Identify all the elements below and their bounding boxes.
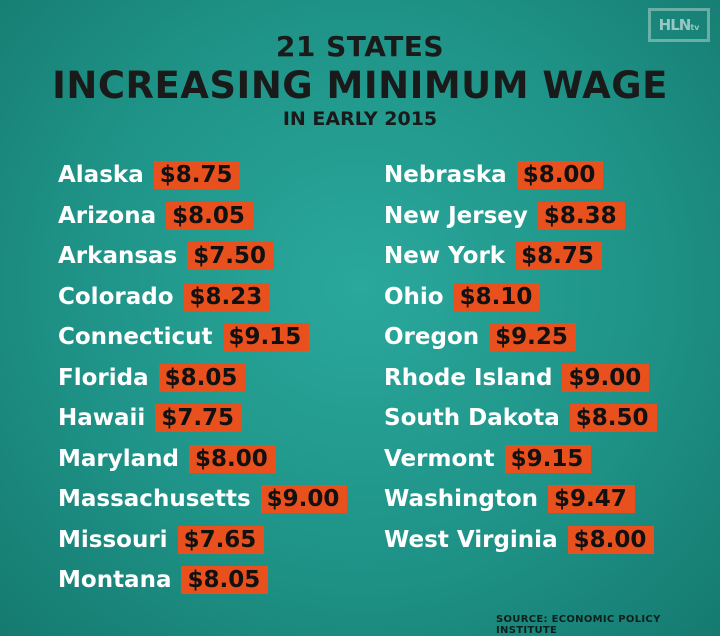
- wage-badge: $9.15: [222, 323, 310, 352]
- state-name: Alaska: [58, 162, 144, 189]
- state-row: Florida $8.05: [58, 358, 347, 399]
- state-row: West Virginia $8.00: [384, 520, 657, 561]
- wage-badge: $9.00: [562, 363, 650, 392]
- state-row: Alaska $8.75: [58, 155, 347, 196]
- state-row: Missouri $7.65: [58, 520, 347, 561]
- title-subtitle: IN EARLY 2015: [282, 108, 438, 130]
- wage-badge: $8.75: [515, 242, 602, 271]
- state-name: Missouri: [58, 526, 168, 553]
- wage-badge: $8.00: [189, 444, 276, 473]
- state-row: New York $8.75: [384, 236, 657, 277]
- state-row: Washington $9.47: [384, 479, 657, 520]
- state-row: Hawaii $7.75: [58, 398, 347, 439]
- state-name: Vermont: [384, 445, 495, 472]
- state-row: Nebraska $8.00: [384, 155, 657, 196]
- states-column-right: Nebraska $8.00 New Jersey $8.38 New York $8…: [384, 155, 657, 560]
- wage-badge: $8.05: [158, 363, 246, 392]
- state-name: Connecticut: [58, 324, 213, 351]
- wage-badge: $8.50: [569, 404, 657, 433]
- wage-badge: $8.38: [537, 201, 625, 230]
- state-name: Arizona: [58, 202, 157, 229]
- state-name: Oregon: [384, 324, 480, 351]
- state-name: Montana: [58, 567, 172, 594]
- wage-badge: $8.75: [153, 161, 241, 190]
- state-name: Ohio: [384, 283, 444, 310]
- state-name: Rhode Island: [384, 364, 553, 391]
- wage-badge: $9.47: [548, 485, 635, 514]
- state-row: Oregon $9.25: [384, 317, 657, 358]
- state-row: Vermont $9.15: [384, 439, 657, 480]
- state-name: New York: [384, 243, 506, 270]
- states-column-left: Alaska $8.75 Arizona $8.05 Arkansas $7.50 C…: [58, 155, 348, 601]
- logo-text: HLN: [658, 16, 692, 34]
- source-credit: SOURCE: ECONOMIC POLICY INSTITUTE: [496, 614, 661, 636]
- state-name: Colorado: [58, 283, 174, 310]
- wage-badge: $8.00: [567, 525, 655, 554]
- state-name: West Virginia: [384, 526, 558, 553]
- state-row: Colorado $8.23: [58, 277, 347, 318]
- wage-badge: $7.50: [187, 242, 274, 271]
- title-top: 21 STATES: [275, 30, 445, 63]
- wage-badge: $9.25: [489, 323, 576, 352]
- page-title: INCREASING MINIMUM WAGE: [52, 64, 668, 107]
- wage-badge: $8.23: [183, 282, 271, 311]
- wage-badge: $7.75: [155, 404, 243, 433]
- state-name: New Jersey: [384, 202, 528, 229]
- wage-badge: $8.05: [166, 201, 253, 230]
- state-name: Florida: [58, 364, 149, 391]
- state-name: Hawaii: [58, 405, 146, 432]
- wage-badge: $8.05: [181, 566, 269, 595]
- state-row: Rhode Island $9.00: [384, 358, 657, 399]
- state-name: Washington: [384, 486, 539, 513]
- state-row: South Dakota $8.50: [384, 398, 657, 439]
- state-name: Maryland: [58, 445, 179, 472]
- state-row: New Jersey $8.38: [384, 196, 657, 237]
- wage-badge: $8.00: [516, 161, 604, 190]
- state-row: Arkansas $7.50: [58, 236, 347, 277]
- wage-badge: $7.65: [177, 525, 265, 554]
- state-row: Ohio $8.10: [384, 277, 657, 318]
- state-row: Montana $8.05: [58, 560, 347, 601]
- logo-sub-text: tv: [690, 23, 700, 32]
- state-row: Arizona $8.05: [58, 196, 347, 237]
- state-name: Arkansas: [58, 243, 178, 270]
- state-name: Nebraska: [384, 162, 507, 189]
- hln-tv-logo: HLNtv: [648, 8, 710, 42]
- state-name: South Dakota: [384, 405, 560, 432]
- state-name: Massachusetts: [58, 486, 251, 513]
- wage-badge: $9.00: [260, 485, 348, 514]
- wage-badge: $9.15: [504, 444, 592, 473]
- wage-badge: $8.10: [453, 282, 541, 311]
- state-row: Connecticut $9.15: [58, 317, 347, 358]
- state-row: Maryland $8.00: [58, 439, 347, 480]
- state-row: Massachusetts $9.00: [58, 479, 348, 520]
